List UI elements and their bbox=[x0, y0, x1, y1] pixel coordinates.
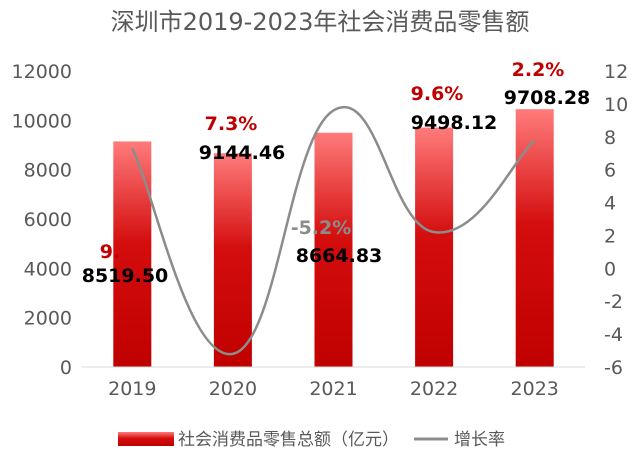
legend-bar-swatch bbox=[118, 432, 174, 446]
x-axis-labels: 2019 2020 2021 2022 2023 bbox=[108, 378, 559, 400]
bars bbox=[113, 109, 554, 368]
right-axis: -6 -4 -2 0 2 4 6 8 10 12 bbox=[604, 61, 628, 379]
chart-title: 深圳市2019-2023年社会消费品零售额 bbox=[111, 8, 530, 36]
rate-label: 7.3% bbox=[205, 113, 258, 135]
rate-label: 9.6% bbox=[411, 83, 464, 105]
right-tick-label: -4 bbox=[604, 324, 623, 346]
legend-line-label: 增长率 bbox=[454, 430, 505, 450]
value-label: 9498.12 bbox=[411, 112, 498, 134]
x-tick-label: 2020 bbox=[209, 378, 257, 400]
x-tick-label: 2022 bbox=[410, 378, 458, 400]
growth-line-path bbox=[131, 106, 536, 356]
rate-labels: 9. 7.3% -5.2% 9.6% 2.2% bbox=[100, 59, 565, 263]
right-tick-label: 12 bbox=[604, 61, 628, 83]
right-tick-label: 6 bbox=[604, 160, 616, 182]
right-tick-label: -2 bbox=[604, 291, 623, 313]
bar-2021 bbox=[314, 132, 353, 367]
bar-2023 bbox=[515, 109, 554, 368]
left-tick-label: 8000 bbox=[24, 160, 72, 182]
x-tick-label: 2021 bbox=[309, 378, 357, 400]
value-label: 8664.83 bbox=[296, 245, 383, 267]
growth-line bbox=[131, 106, 536, 356]
legend-bar-label: 社会消费品零售总额（亿元） bbox=[178, 430, 399, 450]
bar-2022 bbox=[415, 127, 454, 368]
right-tick-label: 4 bbox=[604, 193, 616, 215]
x-tick-label: 2023 bbox=[511, 378, 559, 400]
right-tick-label: 10 bbox=[604, 94, 628, 116]
rate-label: 9. bbox=[100, 241, 120, 263]
x-tick-label: 2019 bbox=[108, 378, 156, 400]
rate-label: 2.2% bbox=[512, 59, 565, 81]
left-tick-label: 10000 bbox=[12, 110, 72, 132]
legend: 社会消费品零售总额（亿元） 增长率 bbox=[118, 430, 505, 450]
left-tick-label: 0 bbox=[60, 357, 72, 379]
left-tick-label: 6000 bbox=[24, 209, 72, 231]
value-label: 9708.28 bbox=[504, 87, 591, 109]
left-tick-label: 12000 bbox=[12, 61, 72, 83]
right-tick-label: -6 bbox=[604, 357, 623, 379]
right-tick-label: 8 bbox=[604, 127, 616, 149]
left-tick-label: 2000 bbox=[24, 308, 72, 330]
bar-2020 bbox=[213, 153, 252, 367]
value-labels: 8519.50 9144.46 8664.83 9498.12 9708.28 bbox=[82, 87, 591, 287]
value-label: 9144.46 bbox=[199, 142, 286, 164]
right-tick-label: 0 bbox=[604, 258, 616, 280]
left-axis: 0 2000 4000 6000 8000 10000 12000 bbox=[12, 61, 72, 379]
left-tick-label: 4000 bbox=[24, 258, 72, 280]
rate-label: -5.2% bbox=[291, 217, 352, 239]
value-label: 8519.50 bbox=[82, 265, 169, 287]
right-tick-label: 2 bbox=[604, 225, 616, 247]
